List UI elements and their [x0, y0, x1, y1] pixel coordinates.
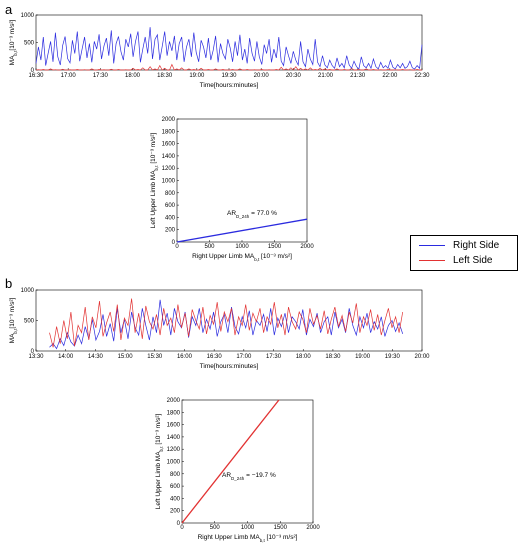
plot-frame-a-scatter	[176, 118, 308, 243]
x-tick-label: 20:30	[286, 73, 302, 79]
plot-frame-b-top	[35, 289, 423, 352]
x-tick-label: 21:30	[350, 73, 366, 79]
y-tick-label: 0	[31, 349, 35, 355]
chart-a-top: 0 500 1000 16:30 17:00 17:30 18:00 18:30 19:00 19…	[21, 13, 431, 89]
legend-item-left: Left Side	[419, 253, 492, 267]
x-tick-label: 17:00	[236, 354, 252, 360]
x-tick-label: 13:30	[28, 354, 44, 360]
x-axis-label: Time[hours:minutes]	[200, 363, 259, 370]
y-tick-label: 2000	[167, 398, 181, 404]
x-tick-label: 19:00	[189, 73, 205, 79]
y-axis-label: Left Upper Limb MAb,t [10⁻³ m/s²]	[150, 133, 159, 229]
series-line-left	[35, 63, 422, 71]
x-tick-label: 16:30	[28, 73, 44, 79]
x-tick-label: 20:00	[414, 354, 430, 360]
x-tick-label: 500	[204, 244, 215, 250]
panel-label-a: a	[5, 2, 13, 17]
y-axis-label: Left Upper Limb MAb,t [10⁻³ m/s²]	[155, 414, 164, 510]
chart-b-scatter: 0 200 400 600 800 1000 1200 1400 1600 1800 2000 0 50…	[167, 398, 321, 531]
y-tick-label: 1000	[21, 13, 35, 19]
y-tick-label: 500	[24, 319, 35, 325]
x-tick-label: 19:00	[355, 354, 371, 360]
y-tick-label: 1000	[162, 179, 176, 185]
x-tick-label: 0	[180, 525, 184, 531]
legend-swatch-left	[419, 259, 445, 261]
panel-label-b: b	[5, 276, 13, 291]
plot-frame-b-scatter	[181, 399, 314, 524]
y-tick-label: 200	[165, 228, 176, 234]
x-tick-label: 18:00	[125, 73, 141, 79]
x-tick-label: 17:00	[61, 73, 77, 79]
x-tick-label: 18:30	[157, 73, 173, 79]
x-tick-label: 18:00	[296, 354, 312, 360]
y-tick-label: 1600	[162, 142, 176, 148]
x-axis-label: Right Upper Limb MAb,t [10⁻³ m/s²]	[192, 253, 292, 262]
x-tick-label: 2000	[306, 525, 320, 531]
y-tick-label: 400	[170, 496, 181, 502]
x-tick-label: 21:00	[318, 73, 334, 79]
x-tick-label: 18:30	[325, 354, 341, 360]
chart-a-scatter: 0 200 400 600 800 1000 1200 1400 1600 1800 2000 0 50…	[162, 117, 315, 250]
x-tick-label: 22:30	[414, 73, 430, 79]
series-line-left	[181, 399, 280, 524]
series-line-right	[176, 218, 308, 243]
y-tick-label: 1200	[167, 447, 181, 453]
x-tick-label: 500	[210, 525, 221, 531]
y-axis-label: MAb,t[10⁻³ m/s²]	[9, 19, 18, 65]
y-tick-label: 1200	[162, 166, 176, 172]
annotation-label: ARD_24h = −19.7 %	[222, 472, 276, 481]
y-tick-label: 1800	[167, 410, 181, 416]
y-tick-label: 1800	[162, 129, 176, 135]
y-axis-label: MAb,t[10⁻³ m/s²]	[9, 297, 18, 343]
x-tick-label: 19:30	[221, 73, 237, 79]
x-tick-label: 1000	[241, 525, 255, 531]
x-tick-label: 17:30	[93, 73, 109, 79]
x-axis-label: Right Upper Limb MAb,t [10⁻³ m/s²]	[198, 534, 298, 543]
y-tick-label: 1400	[162, 154, 176, 160]
x-tick-label: 16:30	[207, 354, 223, 360]
legend-label-right: Right Side	[453, 239, 500, 251]
y-tick-label: 800	[165, 191, 176, 197]
y-tick-label: 600	[165, 203, 176, 209]
y-tick-label: 2000	[162, 117, 176, 123]
y-tick-label: 0	[177, 521, 181, 527]
x-tick-label: 2000	[300, 244, 314, 250]
y-tick-label: 800	[170, 472, 181, 478]
y-tick-label: 1000	[167, 460, 181, 466]
series-line-right	[49, 299, 404, 350]
series-line-left	[49, 298, 404, 348]
y-tick-label: 0	[172, 240, 176, 246]
legend: Right Side Left Side	[410, 235, 518, 271]
x-tick-label: 22:00	[382, 73, 398, 79]
x-tick-label: 0	[175, 244, 179, 250]
y-tick-label: 1600	[167, 423, 181, 429]
y-tick-label: 500	[24, 41, 35, 47]
x-tick-label: 1500	[268, 244, 282, 250]
y-tick-label: 0	[31, 68, 35, 74]
chart-b-top: 0 500 1000 13:30 14:00 14:30 15:00 15:30 16:00 16…	[21, 288, 431, 370]
legend-item-right: Right Side	[419, 238, 499, 252]
x-tick-label: 14:30	[88, 354, 104, 360]
series-line-right	[35, 27, 423, 70]
y-tick-label: 600	[170, 484, 181, 490]
y-tick-label: 1400	[167, 435, 181, 441]
y-tick-label: 1000	[21, 288, 35, 294]
x-tick-label: 16:00	[177, 354, 193, 360]
x-axis-label: Time[hours:minutes]	[200, 82, 259, 89]
x-tick-label: 20:00	[254, 73, 270, 79]
y-tick-label: 400	[165, 215, 176, 221]
x-tick-label: 14:00	[58, 354, 74, 360]
x-tick-label: 1500	[274, 525, 288, 531]
annotation-label: ARD_24h = 77.0 %	[227, 210, 277, 219]
x-tick-label: 1000	[235, 244, 249, 250]
x-tick-label: 17:30	[266, 354, 282, 360]
legend-label-left: Left Side	[453, 254, 493, 266]
x-tick-label: 15:00	[118, 354, 134, 360]
x-tick-label: 19:30	[385, 354, 401, 360]
x-tick-label: 15:30	[147, 354, 163, 360]
y-tick-label: 200	[170, 509, 181, 515]
legend-swatch-right	[419, 244, 445, 246]
